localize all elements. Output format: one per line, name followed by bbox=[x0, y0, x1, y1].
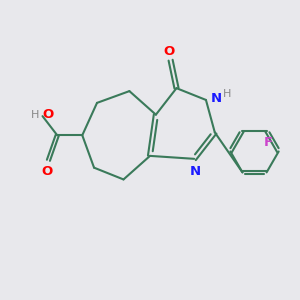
Text: O: O bbox=[164, 45, 175, 58]
Text: N: N bbox=[211, 92, 222, 105]
Text: O: O bbox=[41, 165, 52, 178]
Text: H: H bbox=[223, 89, 231, 99]
Text: F: F bbox=[263, 136, 273, 149]
Text: H: H bbox=[31, 110, 39, 120]
Text: O: O bbox=[43, 108, 54, 121]
Text: N: N bbox=[190, 165, 201, 178]
